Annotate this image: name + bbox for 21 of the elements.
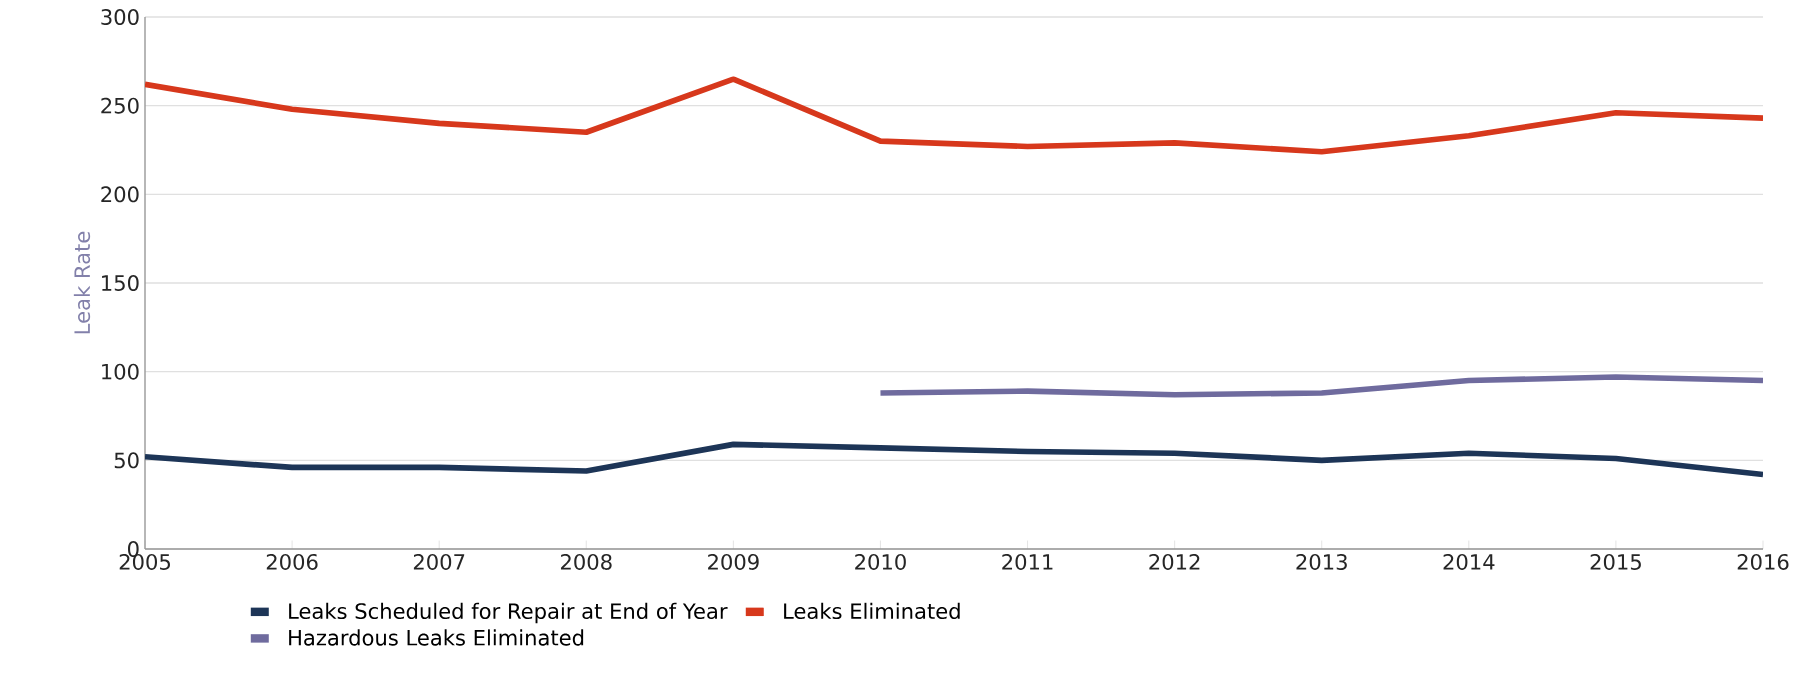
y-tick-label: 300 bbox=[101, 9, 139, 25]
y-tick-label: 250 bbox=[101, 97, 139, 114]
y-tick-label: 100 bbox=[102, 363, 139, 380]
x-tick-label: 2009 bbox=[708, 553, 759, 570]
x-tick-label: 2014 bbox=[1443, 553, 1495, 570]
x-tick-label: 2012 bbox=[1149, 553, 1200, 570]
legend-label: Leaks Eliminated bbox=[784, 602, 960, 620]
x-tick-label: 2008 bbox=[560, 553, 612, 570]
x-tick-label: 2006 bbox=[266, 553, 318, 570]
legend-label: Hazardous Leaks Eliminated bbox=[289, 629, 584, 646]
x-tick-label: 2007 bbox=[413, 553, 465, 570]
y-tick-label: 50 bbox=[114, 452, 139, 469]
x-tick-label: 2016 bbox=[1737, 553, 1789, 570]
x-tick-label: 2010 bbox=[855, 553, 906, 570]
legend-label: Leaks Scheduled for Repair at End of Year bbox=[289, 602, 728, 624]
x-tick-label: 2013 bbox=[1296, 553, 1347, 570]
x-tick-label: 2011 bbox=[1002, 553, 1053, 570]
y-axis-title: Leak Rate bbox=[73, 231, 91, 334]
x-tick-label: 2015 bbox=[1590, 553, 1641, 570]
y-tick-label: 200 bbox=[101, 186, 139, 203]
y-tick-label: 150 bbox=[102, 275, 139, 291]
